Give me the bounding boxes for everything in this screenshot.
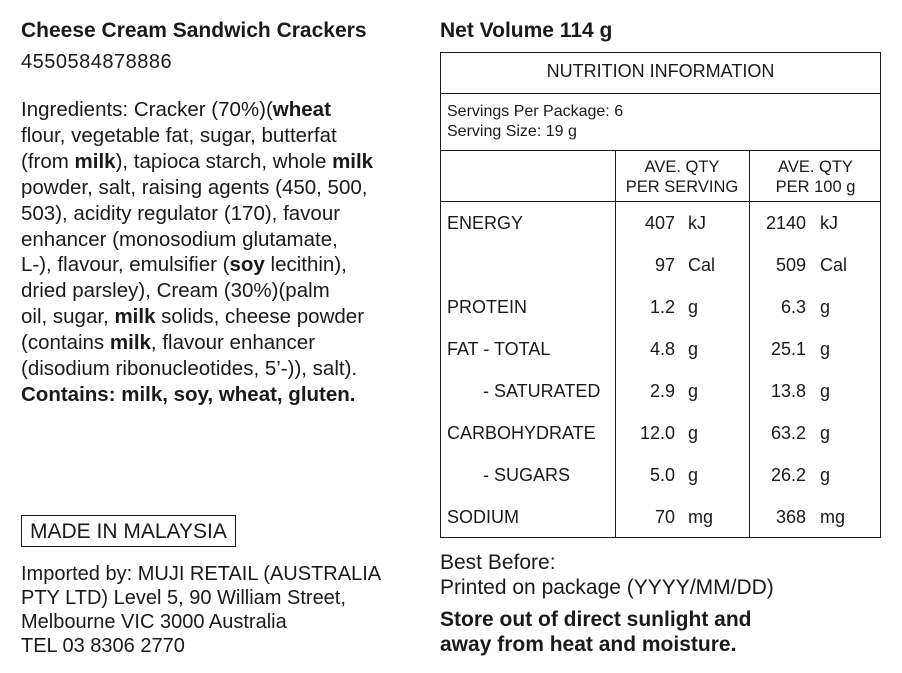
per-100g-unit: g — [820, 339, 831, 359]
per-100g-unit: mg — [820, 507, 846, 527]
product-name: Cheese Cream Sandwich Crackers — [21, 19, 367, 42]
per-serving-unit: g — [688, 381, 699, 401]
allergen-emphasis: wheat — [272, 98, 331, 121]
per-serving-value: 1.2 — [649, 297, 675, 317]
nutrient-label: PROTEIN — [447, 297, 528, 317]
column-header-per-serving: AVE. QTY PER SERVING — [625, 158, 739, 196]
ingredients-text: Ingredients: Cracker (70%)( — [21, 98, 273, 121]
per-100g-value: 13.8 — [770, 381, 806, 401]
nutrition-panel: NUTRITION INFORMATION Servings Per Packa… — [440, 52, 881, 538]
country-of-origin-text: MADE IN MALAYSIA — [30, 520, 227, 543]
nutrient-label: SODIUM — [447, 507, 519, 527]
per-100g-value: 26.2 — [770, 465, 806, 485]
ingredients-text: ), tapioca starch, whole — [115, 149, 333, 173]
servings-info: Servings Per Package: 6 Serving Size: 19… — [447, 103, 624, 140]
per-100g-value: 63.2 — [770, 423, 806, 443]
per-100g-unit: g — [820, 297, 831, 317]
per-serving-value: 70 — [654, 507, 675, 527]
nutrient-label: FAT - TOTAL — [447, 339, 551, 359]
storage-instructions: Store out of direct sunlight and away fr… — [440, 608, 752, 656]
per-serving-value: 4.8 — [649, 339, 675, 359]
allergen-emphasis: milk — [114, 305, 156, 329]
ingredients-statement: Ingredients: Cracker (70%)(wheat flour, … — [21, 97, 431, 408]
per-100g-unit: kJ — [820, 213, 838, 233]
column-divider — [615, 150, 616, 537]
ingredients-text: powder, salt, raising agents (450, 500, … — [21, 175, 368, 277]
allergen-emphasis: Contains: milk, soy, wheat, gluten. — [21, 382, 356, 406]
per-serving-unit: kJ — [688, 213, 706, 233]
nutrient-label: CARBOHYDRATE — [447, 423, 596, 443]
per-serving-unit: g — [688, 339, 699, 359]
per-100g-unit: g — [820, 423, 831, 443]
per-serving-unit: Cal — [688, 255, 716, 275]
per-100g-value: 509 — [775, 255, 806, 275]
per-100g-unit: g — [820, 381, 831, 401]
ingredients-text: solids, cheese powder (contains — [21, 305, 365, 355]
divider — [441, 150, 880, 151]
per-serving-unit: g — [688, 465, 699, 485]
ingredients-text: flour, vegetable fat, sugar, butterfat (… — [21, 123, 337, 173]
allergen-emphasis: milk — [332, 149, 374, 173]
per-100g-value: 2140 — [765, 213, 806, 233]
per-100g-value: 25.1 — [770, 339, 806, 359]
divider — [441, 201, 880, 202]
per-serving-unit: g — [688, 297, 699, 317]
per-serving-value: 97 — [654, 255, 675, 275]
country-of-origin-box: MADE IN MALAYSIA — [21, 515, 236, 547]
barcode-number: 4550584878886 — [21, 51, 173, 73]
per-serving-value: 407 — [644, 213, 675, 233]
allergen-emphasis: milk — [74, 149, 116, 173]
column-header-per-100g: AVE. QTY PER 100 g — [775, 158, 856, 196]
per-serving-value: 2.9 — [649, 381, 675, 401]
per-serving-value: 12.0 — [639, 423, 675, 443]
best-before: Best Before: Printed on package (YYYY/MM… — [440, 551, 774, 599]
column-divider — [749, 150, 750, 537]
nutrient-label: - SUGARS — [483, 465, 571, 485]
per-serving-unit: mg — [688, 507, 714, 527]
per-serving-unit: g — [688, 423, 699, 443]
per-100g-unit: Cal — [820, 255, 848, 275]
per-100g-value: 6.3 — [780, 297, 806, 317]
divider — [441, 93, 880, 94]
nutrition-title: NUTRITION INFORMATION — [546, 61, 775, 81]
per-serving-value: 5.0 — [649, 465, 675, 485]
allergen-emphasis: soy — [229, 253, 265, 277]
ingredients-text: , flavour enhancer (disodium ribonucleot… — [21, 331, 358, 381]
allergen-emphasis: milk — [109, 331, 151, 355]
importer-info: Imported by: MUJI RETAIL (AUSTRALIA PTY … — [21, 563, 382, 657]
net-volume: Net Volume 114 g — [440, 19, 613, 42]
per-100g-value: 368 — [775, 507, 806, 527]
per-100g-unit: g — [820, 465, 831, 485]
nutrient-label: - SATURATED — [483, 381, 601, 401]
nutrient-label: ENERGY — [447, 213, 524, 233]
ingredients-text: lecithin), dried parsley), Cream (30%)(p… — [21, 253, 347, 329]
